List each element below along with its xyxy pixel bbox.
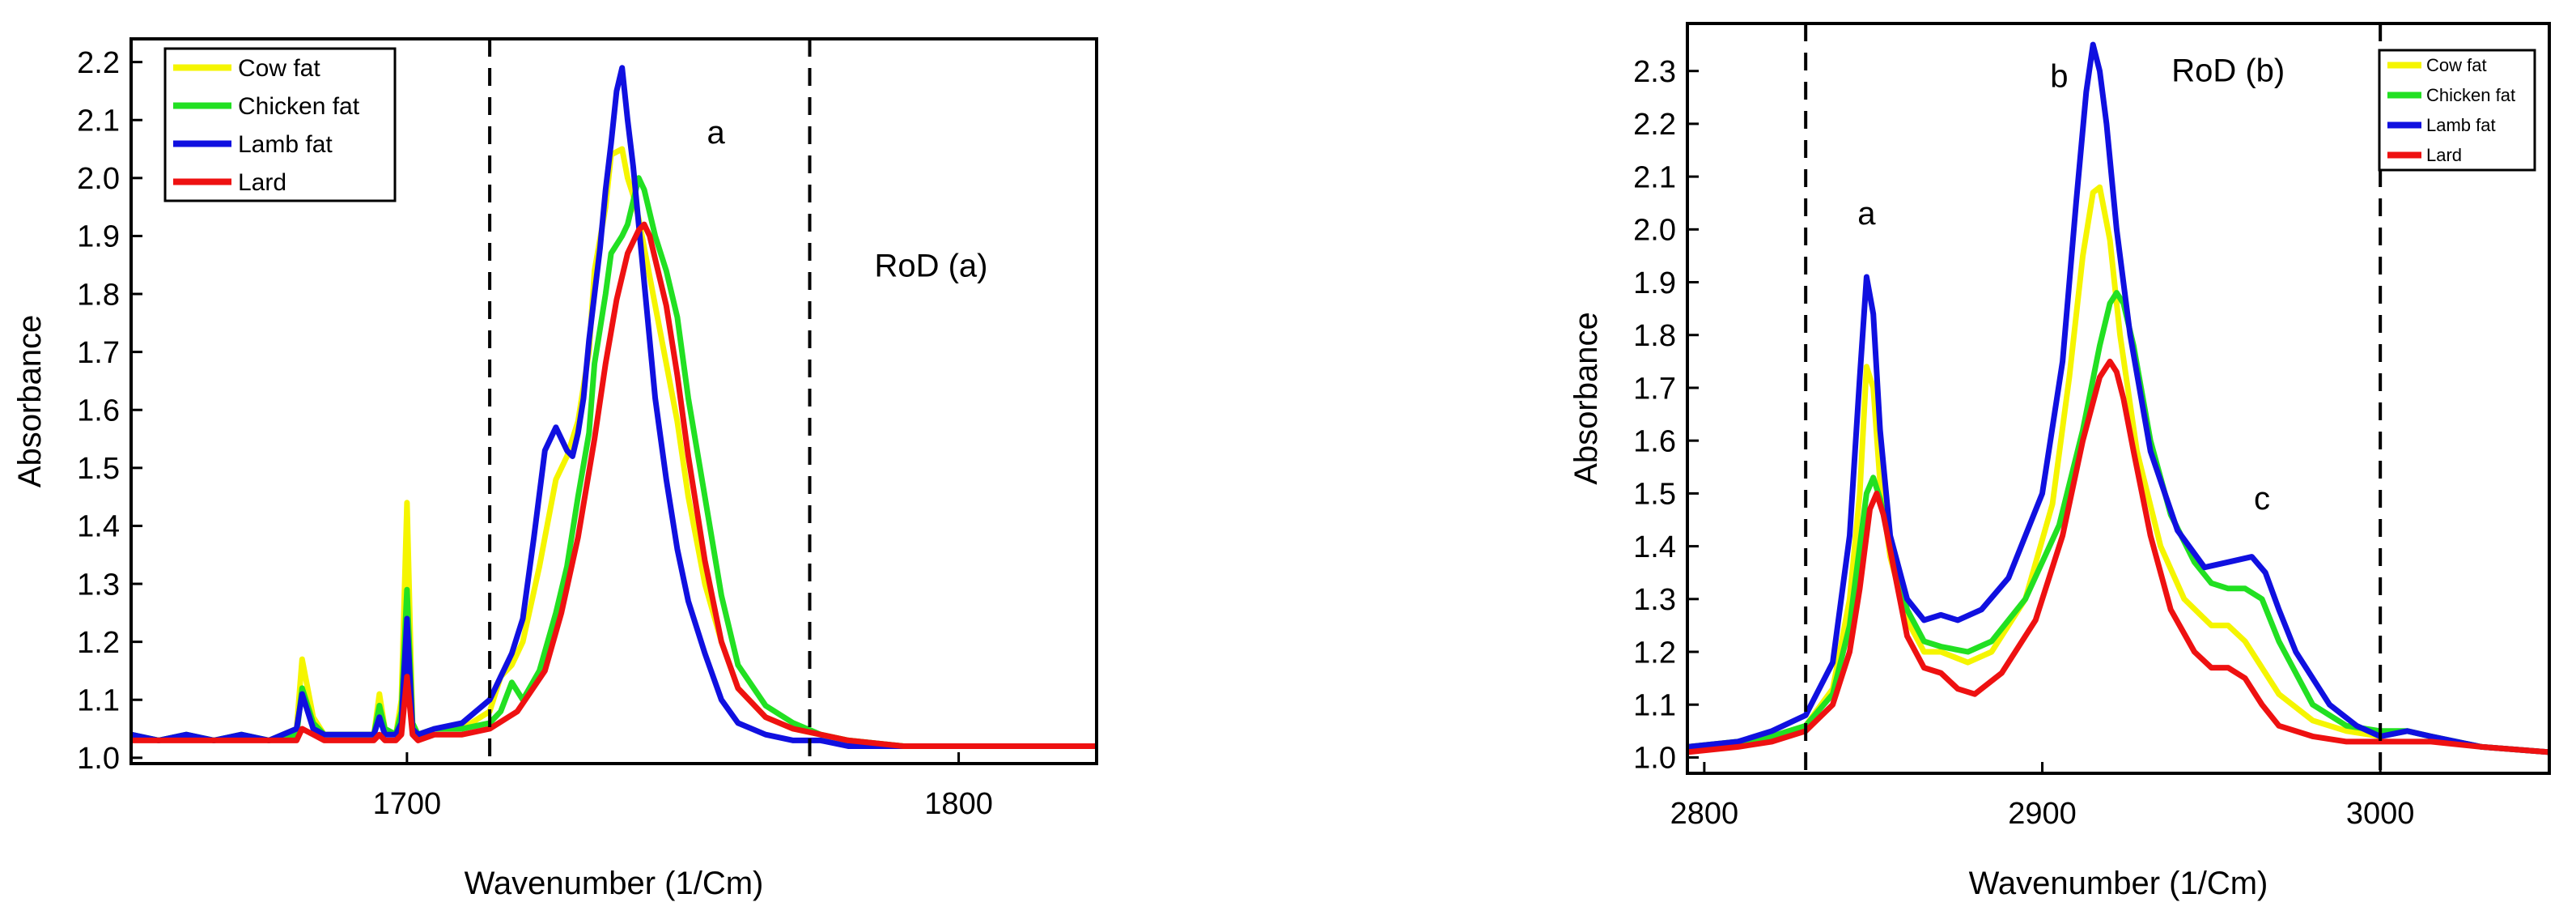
y-tick-label: 1.6 <box>1633 424 1676 458</box>
y-tick-label: 1.9 <box>1633 266 1676 300</box>
legend-label: Cow fat <box>2426 55 2487 75</box>
legend-label: Chicken fat <box>238 93 360 120</box>
annotation-label: a <box>707 115 725 151</box>
series-line-lamb-fat <box>1687 41 2549 755</box>
annotation-label: RoD (a) <box>874 249 987 284</box>
legend-label: Lard <box>2426 145 2462 165</box>
series-line-cow-fat <box>131 146 1097 749</box>
series-group <box>131 65 1097 749</box>
x-tick-label: 1700 <box>373 787 442 821</box>
x-axis-label: Wavenumber (1/Cm) <box>1969 866 2268 901</box>
legend-label: Lamb fat <box>2426 115 2496 135</box>
annotation-label: a <box>1857 196 1876 232</box>
x-tick-label: 3000 <box>2346 797 2415 831</box>
plot-frame <box>129 37 1098 765</box>
y-tick-label: 2.1 <box>77 104 120 138</box>
y-tick-label: 2.1 <box>1633 160 1676 194</box>
y-tick-label: 2.2 <box>77 46 120 80</box>
y-axis-label: Absorbance <box>12 315 48 487</box>
legend-label: Cow fat <box>238 55 320 82</box>
y-tick-label: 1.9 <box>77 220 120 254</box>
y-tick-label: 1.3 <box>77 568 120 602</box>
y-tick-label: 1.1 <box>77 684 120 718</box>
legend-label: Lard <box>238 169 286 196</box>
annotation-label: RoD (b) <box>2171 53 2285 89</box>
y-tick-label: 2.3 <box>1633 55 1676 89</box>
legend-box <box>163 47 397 202</box>
y-tick-label: 1.3 <box>1633 583 1676 617</box>
y-tick-label: 1.4 <box>1633 530 1676 564</box>
legend: Cow fat Chicken fat Lamb fat Lard <box>163 47 397 202</box>
series-line-lamb-fat <box>131 65 1097 749</box>
y-tick-label: 1.2 <box>1633 636 1676 670</box>
y-tick-label: 1.8 <box>1633 319 1676 353</box>
y-tick-label: 1.1 <box>1633 689 1676 723</box>
series-line-lard <box>1687 358 2549 755</box>
y-tick-label: 1.0 <box>77 742 120 776</box>
legend-label: Lamb fat <box>238 131 333 158</box>
legend-label: Chicken fat <box>2426 85 2515 105</box>
x-axis-label: Wavenumber (1/Cm) <box>465 866 764 901</box>
y-tick-label: 1.0 <box>1633 742 1676 776</box>
y-tick-label: 1.2 <box>77 626 120 660</box>
series-group <box>1687 41 2549 755</box>
annotation-label: b <box>2050 58 2068 94</box>
x-tick-label: 2800 <box>1670 797 1739 831</box>
y-tick-label: 1.8 <box>77 278 120 312</box>
y-tick-label: 1.5 <box>77 452 120 486</box>
x-tick-label: 1800 <box>924 787 993 821</box>
y-tick-label: 1.5 <box>1633 478 1676 512</box>
chart-panel-1: 1.0 1.1 1.2 1.3 1.4 1.5 1.6 1.7 1.8 1.9 2.0 2.1 2.2 2… <box>1568 22 2551 901</box>
y-tick-label: 1.6 <box>77 394 120 428</box>
series-line-chicken-fat <box>1687 290 2549 755</box>
legend: Cow fat Chicken fat Lamb fat Lard <box>2378 49 2536 172</box>
chart-panel-0: 1.0 1.1 1.2 1.3 1.4 1.5 1.6 1.7 1.8 1.9 2.0 2.1 2.2 1… <box>12 37 1098 901</box>
y-tick-label: 2.2 <box>1633 108 1676 142</box>
y-tick-label: 2.0 <box>1633 214 1676 248</box>
series-line-cow-fat <box>1687 184 2549 755</box>
y-tick-label: 1.7 <box>1633 372 1676 406</box>
legend-box <box>2378 49 2536 172</box>
series-line-lard <box>131 221 1097 749</box>
y-tick-label: 2.0 <box>77 162 120 196</box>
annotation-label: c <box>2254 481 2270 517</box>
y-axis-label: Absorbance <box>1568 312 1604 484</box>
x-tick-label: 2900 <box>2008 797 2077 831</box>
y-tick-label: 1.4 <box>77 510 120 544</box>
plot-frame <box>1686 22 2551 775</box>
y-tick-label: 1.7 <box>77 336 120 370</box>
